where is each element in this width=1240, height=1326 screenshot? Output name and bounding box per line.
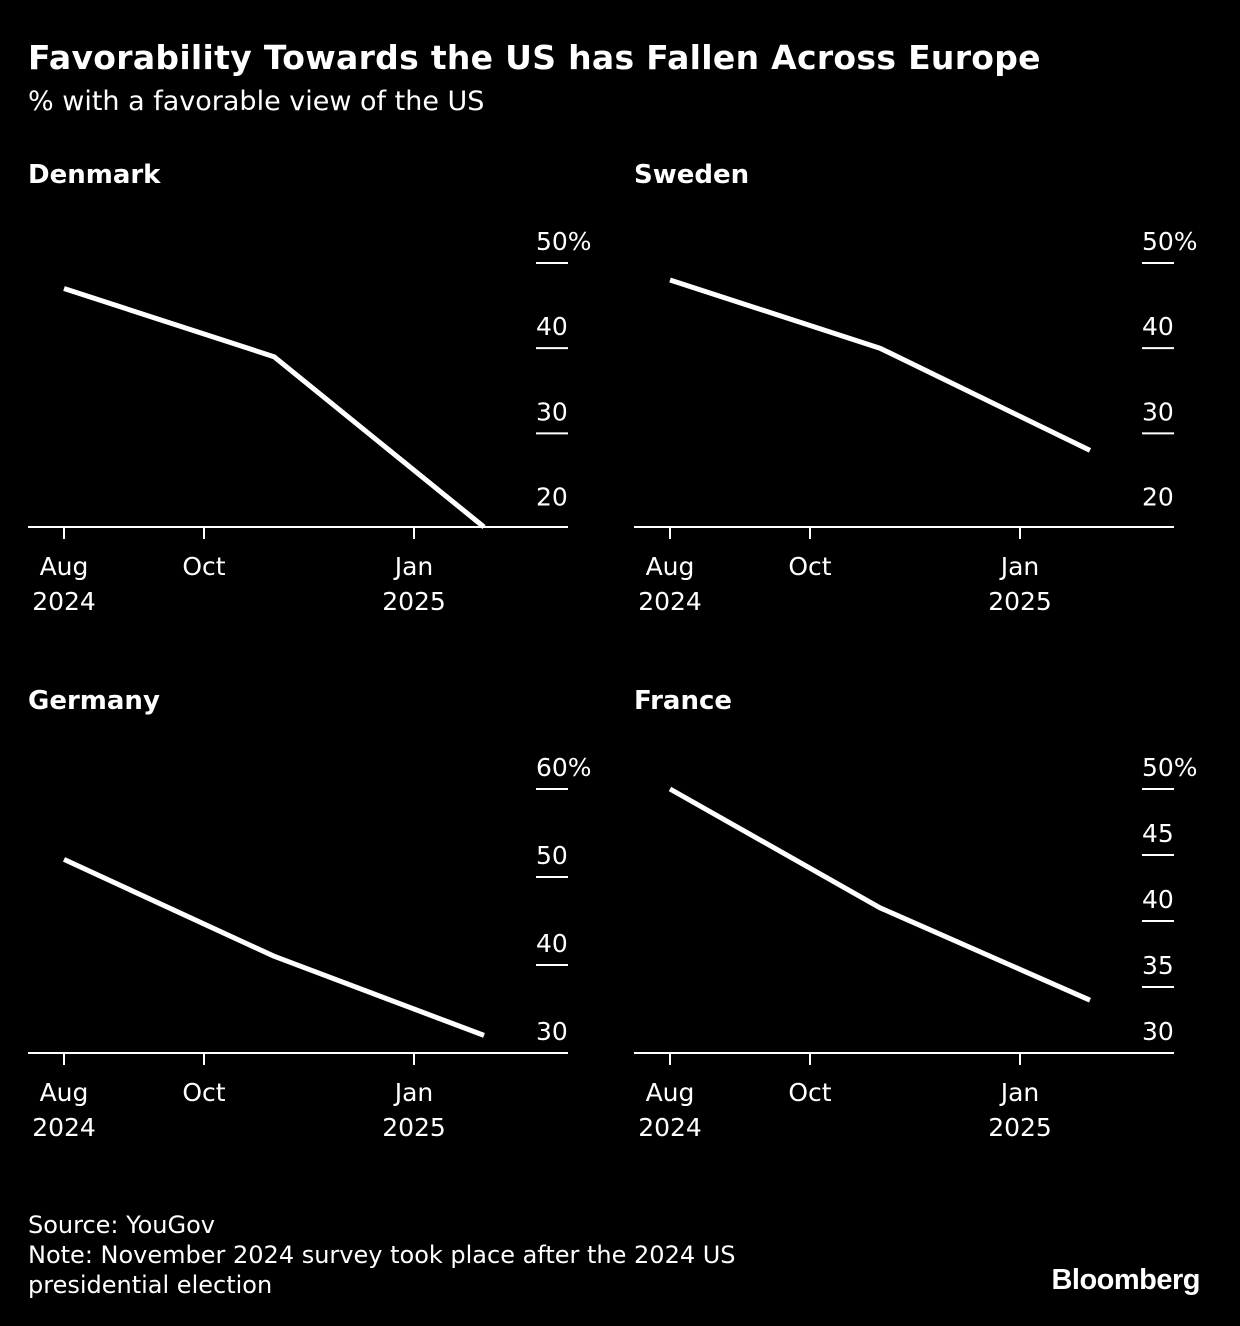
denmark-xtick-label-1: Oct <box>182 552 225 581</box>
france-ytick-label-40: 40 <box>1142 885 1174 914</box>
methodology-note-continued: presidential election <box>28 1271 273 1299</box>
france-series-line <box>668 786 1092 1003</box>
france-ytick-label-30: 30 <box>1142 1017 1174 1046</box>
germany-ytick-label-40: 40 <box>536 929 568 958</box>
sweden-ytick-label-40: 40 <box>1142 312 1174 341</box>
methodology-note: Note: November 2024 survey took place af… <box>28 1241 736 1269</box>
germany-xtick-year-2: 2025 <box>382 1113 446 1142</box>
france-xtick-label-1: Oct <box>788 1078 831 1107</box>
france-xtick-year-0: 2024 <box>638 1113 702 1142</box>
chart-subtitle: % with a favorable view of the US <box>28 86 485 117</box>
denmark-xtick-label-2: Jan <box>393 552 434 581</box>
sweden-xtick-label-0: Aug <box>646 552 695 581</box>
germany-series-line <box>62 857 485 1038</box>
france-xtick-label-0: Aug <box>646 1078 695 1107</box>
sweden-xtick-label-2: Jan <box>999 552 1040 581</box>
sweden-series-line <box>669 277 1092 453</box>
panel-title-france: France <box>634 686 733 716</box>
germany-ytick-label-30: 30 <box>536 1017 568 1046</box>
denmark-xtick-label-0: Aug <box>40 552 89 581</box>
denmark-xtick-year-2: 2025 <box>382 587 446 616</box>
france-ytick-label-50: 50% <box>1142 753 1198 782</box>
germany-xtick-label-2: Jan <box>393 1078 434 1107</box>
denmark-ytick-label-50: 50% <box>536 227 592 256</box>
denmark-xtick-year-0: 2024 <box>32 587 96 616</box>
panel-title-denmark: Denmark <box>28 160 161 190</box>
sweden-ytick-label-20: 20 <box>1142 482 1174 511</box>
sweden-xtick-year-0: 2024 <box>638 587 702 616</box>
denmark-ytick-label-40: 40 <box>536 312 568 341</box>
denmark-ytick-label-30: 30 <box>536 397 568 426</box>
germany-xtick-label-1: Oct <box>182 1078 225 1107</box>
germany-xtick-label-0: Aug <box>40 1078 89 1107</box>
denmark-series-line <box>63 286 486 529</box>
germany-ytick-label-60: 60% <box>536 753 592 782</box>
germany-xtick-year-0: 2024 <box>32 1113 96 1142</box>
bloomberg-logo: Bloomberg <box>1051 1264 1200 1296</box>
france-ytick-label-45: 45 <box>1142 819 1174 848</box>
chart-title: Favorability Towards the US has Fallen A… <box>28 38 1041 77</box>
sweden-ytick-label-30: 30 <box>1142 397 1174 426</box>
panel-title-sweden: Sweden <box>634 160 750 190</box>
panel-title-germany: Germany <box>28 686 160 716</box>
footer: Source: YouGov Note: November 2024 surve… <box>28 1210 736 1300</box>
source-note: Source: YouGov <box>28 1211 215 1239</box>
germany-ytick-label-50: 50 <box>536 841 568 870</box>
sweden-ytick-label-50: 50% <box>1142 227 1198 256</box>
sweden-xtick-label-1: Oct <box>788 552 831 581</box>
sweden-xtick-year-2: 2025 <box>988 587 1052 616</box>
france-xtick-label-2: Jan <box>999 1078 1040 1107</box>
france-xtick-year-2: 2025 <box>988 1113 1052 1142</box>
france-ytick-label-35: 35 <box>1142 951 1174 980</box>
denmark-ytick-label-20: 20 <box>536 482 568 511</box>
